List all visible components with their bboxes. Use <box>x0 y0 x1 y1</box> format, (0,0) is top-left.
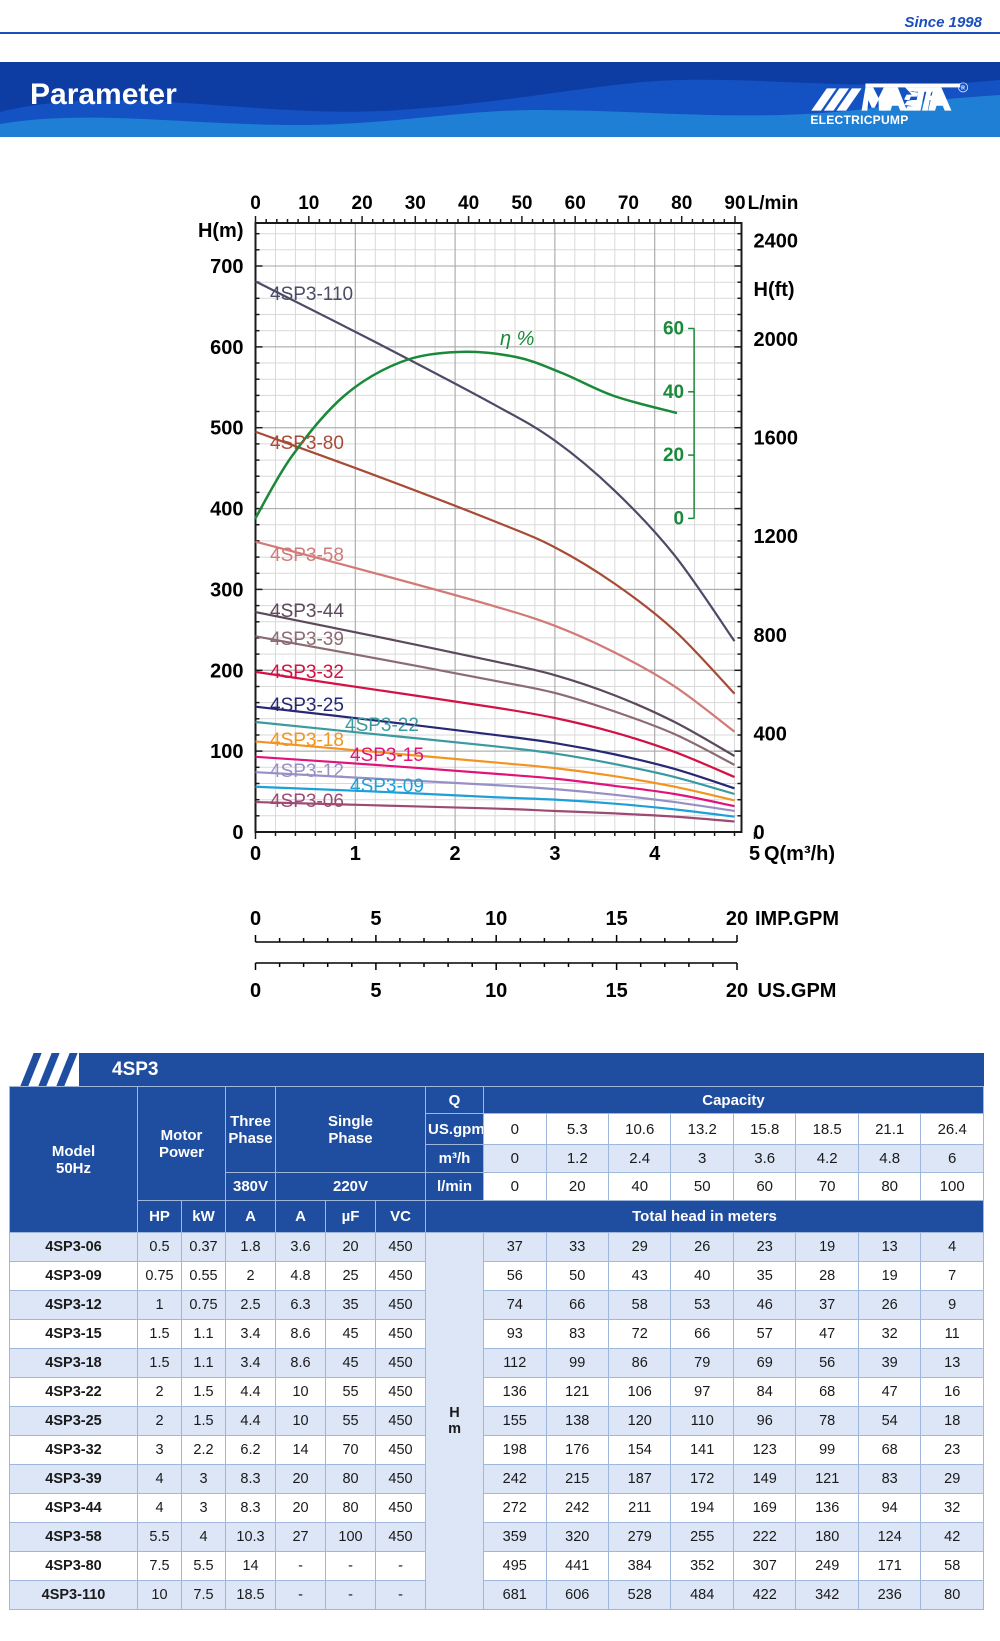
svg-text:200: 200 <box>210 660 243 682</box>
svg-text:5: 5 <box>370 980 381 1002</box>
svg-text:4SP3-18: 4SP3-18 <box>270 730 344 751</box>
svg-text:15: 15 <box>605 908 627 930</box>
svg-text:η %: η % <box>500 328 534 350</box>
svg-text:4: 4 <box>649 843 661 865</box>
svg-text:400: 400 <box>210 499 243 521</box>
svg-text:10: 10 <box>485 908 507 930</box>
svg-text:R: R <box>961 86 965 92</box>
svg-text:700: 700 <box>210 256 243 278</box>
svg-text:800: 800 <box>754 625 787 647</box>
svg-text:600: 600 <box>210 337 243 359</box>
svg-text:50: 50 <box>511 193 532 214</box>
svg-text:100: 100 <box>210 741 243 763</box>
svg-text:20: 20 <box>726 908 748 930</box>
svg-text:5: 5 <box>370 908 381 930</box>
svg-text:4SP3-15: 4SP3-15 <box>350 745 424 766</box>
svg-text:80: 80 <box>671 193 692 214</box>
svg-text:0: 0 <box>250 908 261 930</box>
svg-text:15: 15 <box>605 980 627 1002</box>
svg-text:40: 40 <box>458 193 479 214</box>
svg-text:ELECTRICPUMP: ELECTRICPUMP <box>810 113 908 127</box>
svg-text:20: 20 <box>352 193 373 214</box>
svg-text:90: 90 <box>724 193 745 214</box>
svg-text:0: 0 <box>674 508 685 529</box>
svg-text:4SP3-06: 4SP3-06 <box>270 791 344 812</box>
svg-text:2: 2 <box>450 843 461 865</box>
svg-text:30: 30 <box>405 193 426 214</box>
svg-text:10: 10 <box>485 980 507 1002</box>
svg-text:0: 0 <box>250 980 261 1002</box>
svg-text:0: 0 <box>250 193 261 214</box>
svg-text:4SP3-12: 4SP3-12 <box>270 761 344 782</box>
svg-text:4SP3-32: 4SP3-32 <box>270 662 344 683</box>
svg-text:0: 0 <box>250 843 261 865</box>
svg-text:60: 60 <box>565 193 586 214</box>
svg-text:1200: 1200 <box>754 526 799 548</box>
svg-text:L/min: L/min <box>748 193 799 214</box>
svg-text:60: 60 <box>663 319 684 340</box>
svg-text:4SP3-110: 4SP3-110 <box>270 284 353 305</box>
svg-text:10: 10 <box>298 193 319 214</box>
svg-text:H(ft): H(ft) <box>754 279 795 301</box>
svg-text:3: 3 <box>549 843 560 865</box>
svg-text:4SP3-22: 4SP3-22 <box>345 715 419 736</box>
svg-text:4SP3-58: 4SP3-58 <box>270 545 344 566</box>
svg-text:0: 0 <box>232 822 243 844</box>
svg-text:4SP3-09: 4SP3-09 <box>350 776 424 797</box>
svg-text:4SP3-25: 4SP3-25 <box>270 695 344 716</box>
svg-text:4SP3-80: 4SP3-80 <box>270 433 344 454</box>
svg-text:5: 5 <box>749 843 760 865</box>
svg-text:70: 70 <box>618 193 639 214</box>
svg-text:H(m): H(m) <box>198 220 244 242</box>
svg-text:20: 20 <box>663 445 684 466</box>
svg-text:IMP.GPM: IMP.GPM <box>755 908 839 930</box>
svg-text:500: 500 <box>210 418 243 440</box>
svg-text:2400: 2400 <box>754 230 799 252</box>
svg-text:1: 1 <box>350 843 361 865</box>
svg-text:40: 40 <box>663 382 684 403</box>
svg-text:2000: 2000 <box>754 329 799 351</box>
svg-text:1600: 1600 <box>754 428 799 450</box>
svg-text:300: 300 <box>210 579 243 601</box>
svg-text:400: 400 <box>754 723 787 745</box>
svg-text:20: 20 <box>726 980 748 1002</box>
svg-text:US.GPM: US.GPM <box>758 980 837 1002</box>
svg-text:Q(m³/h): Q(m³/h) <box>764 843 835 865</box>
svg-text:4SP3-39: 4SP3-39 <box>270 629 344 650</box>
svg-text:4SP3-44: 4SP3-44 <box>270 601 344 622</box>
